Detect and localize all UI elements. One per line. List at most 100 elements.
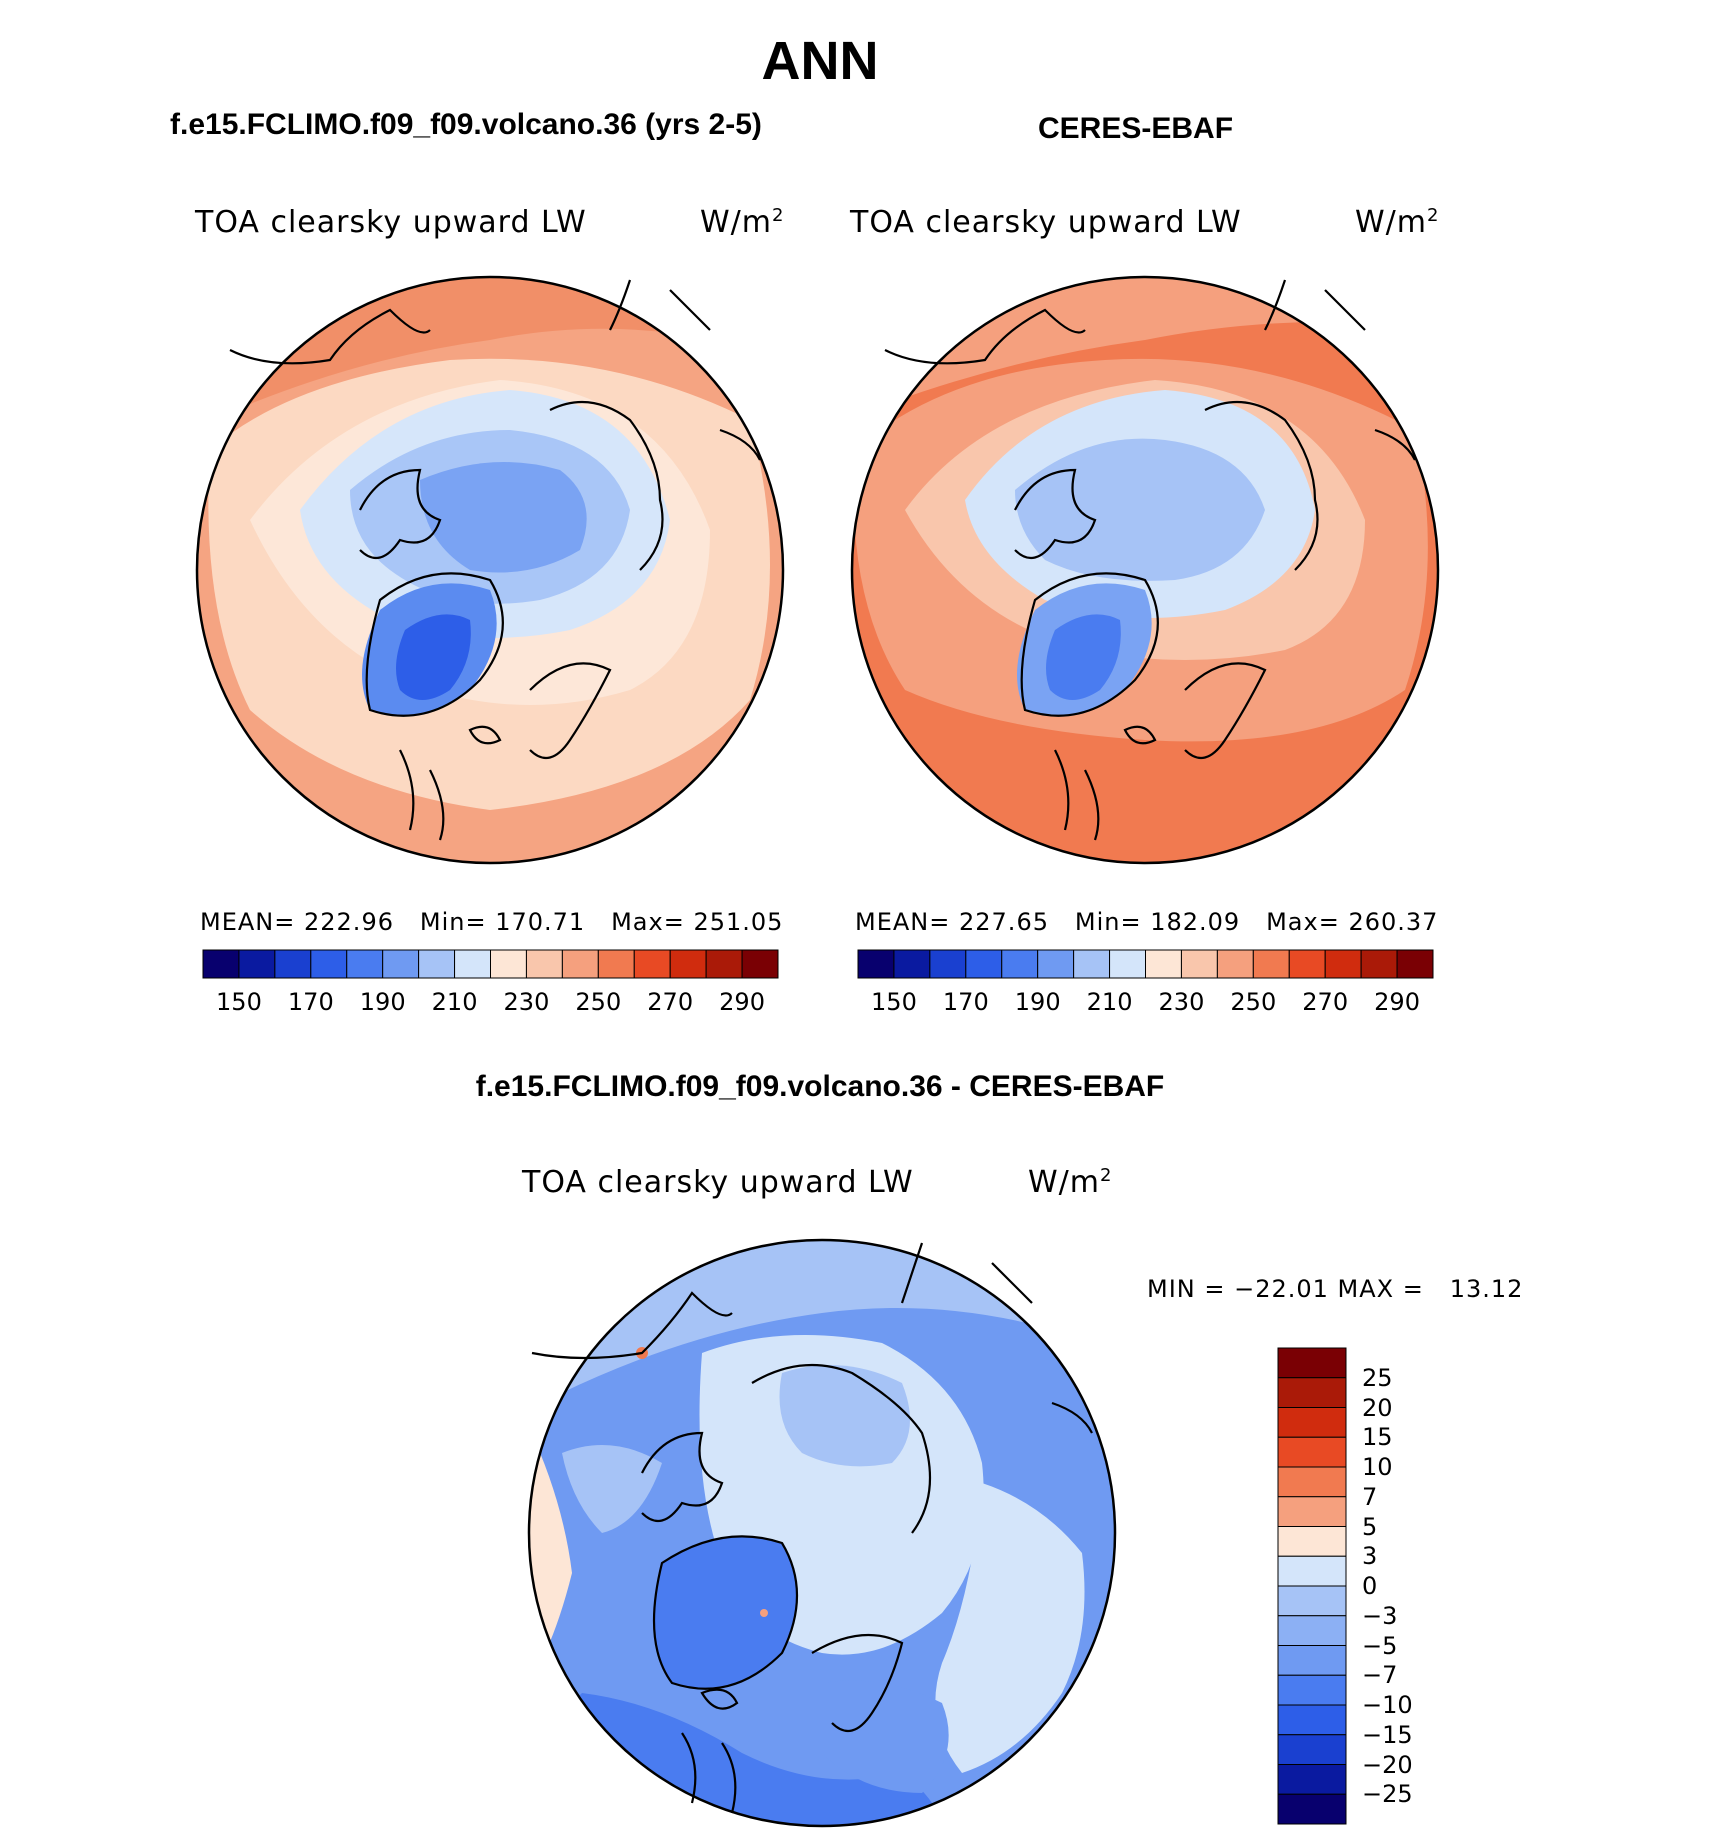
diff-variable: TOA clearsky upward LW — [522, 1165, 914, 1200]
panel2-max-label: Max= — [1266, 908, 1340, 936]
panel1-colorbar-swatch — [310, 949, 348, 979]
diff-colorbar-tick-label: −7 — [1362, 1661, 1398, 1690]
panel2-colorbar-swatch — [1073, 949, 1111, 979]
diff-colorbar-swatch — [1277, 1585, 1347, 1617]
panel2-colorbar-swatch — [893, 949, 931, 979]
diff-colorbar-tick-label: 25 — [1362, 1363, 1393, 1392]
panel2-colorbar-swatch — [965, 949, 1003, 979]
panel2-units-sup: 2 — [1427, 205, 1440, 226]
panel2-min-label: Min= — [1074, 908, 1142, 936]
diff-colorbar-swatch — [1277, 1704, 1347, 1736]
diff-colorbar-swatch — [1277, 1645, 1347, 1676]
panel1-min-label: Min= — [419, 908, 487, 936]
panel1-min-value: 170.71 — [495, 908, 586, 936]
diff-colorbar-tick-label: 7 — [1362, 1482, 1378, 1511]
panel1-mean-label: MEAN= — [200, 908, 296, 936]
diff-colorbar-tick-label: 15 — [1362, 1423, 1393, 1452]
panel1-colorbar-swatch — [418, 949, 456, 979]
panel1-colorbar-swatch — [274, 949, 312, 979]
panel1-colorbar-tick-label: 210 — [431, 988, 478, 1016]
panel2-colorbar-tick-label: 190 — [1014, 988, 1061, 1016]
panel1-colorbar-ticks: 150 170 190 210 230 250 270 290 — [203, 988, 778, 1018]
panel1-map — [195, 275, 785, 865]
panel1-units: W/m2 — [700, 205, 784, 240]
panel1-colorbar-tick-label: 270 — [647, 988, 694, 1016]
panel2-units-text: W/m — [1355, 205, 1427, 240]
diff-colorbar-swatch — [1277, 1347, 1347, 1379]
panel1-colorbar-tick-label: 170 — [287, 988, 334, 1016]
diff-colorbar-swatch — [1277, 1526, 1347, 1557]
diff-colorbar-swatch — [1277, 1436, 1347, 1468]
panel1-colorbar-tick-label: 290 — [719, 988, 765, 1016]
panel2-colorbar-swatch — [1037, 949, 1075, 979]
diff-colorbar-swatch — [1277, 1407, 1347, 1438]
panel2-min-value: 182.09 — [1150, 908, 1241, 936]
panel2-mean-label: MEAN= — [855, 908, 951, 936]
panel1-colorbar-swatch — [202, 949, 240, 979]
diff-colorbar-swatch — [1277, 1793, 1347, 1825]
diff-colorbar-tick-label: −3 — [1362, 1601, 1398, 1630]
panel1-colorbar — [202, 949, 779, 979]
panel1-colorbar-swatch — [382, 949, 420, 979]
panel2-colorbar-tick-label: 270 — [1302, 988, 1349, 1016]
panel2-colorbar-swatch — [1216, 949, 1254, 979]
panel1-colorbar-swatch — [525, 949, 563, 979]
panel2-colorbar-tick-label: 170 — [942, 988, 989, 1016]
diff-colorbar-swatch — [1277, 1734, 1347, 1765]
diff-colorbar-swatch — [1277, 1764, 1347, 1795]
panel1-colorbar-swatch — [238, 949, 276, 979]
diff-colorbar-tick-label: 20 — [1362, 1393, 1393, 1422]
panel2-colorbar-swatch — [1145, 949, 1182, 979]
diff-colorbar-tick-label: 5 — [1362, 1512, 1378, 1541]
diff-units: W/m2 — [1028, 1165, 1112, 1200]
diff-colorbar-tick-label: −5 — [1362, 1631, 1398, 1660]
panel2-colorbar-swatch — [929, 949, 967, 979]
panel1-units-sup: 2 — [772, 205, 785, 226]
panel2-colorbar-tick-label: 150 — [871, 988, 917, 1016]
panel1-units-text: W/m — [700, 205, 772, 240]
panel1-max-label: Max= — [611, 908, 685, 936]
diff-colorbar-swatch — [1277, 1674, 1347, 1706]
panel1-colorbar-swatch — [741, 949, 779, 979]
panel2-colorbar-ticks: 150 170 190 210 230 250 270 290 — [858, 988, 1433, 1018]
panel2-colorbar-swatch — [857, 949, 895, 979]
diff-colorbar-swatch — [1277, 1466, 1347, 1498]
diff-units-sup: 2 — [1100, 1165, 1113, 1186]
diff-colorbar-swatch — [1277, 1377, 1347, 1408]
panel2-colorbar — [857, 949, 1434, 979]
panel2-colorbar-swatch — [1360, 949, 1398, 979]
panel2-map — [850, 275, 1440, 865]
panel2-case-title: CERES-EBAF — [1038, 112, 1234, 145]
panel2-variable: TOA clearsky upward LW — [850, 205, 1242, 240]
diff-colorbar-swatch — [1277, 1496, 1347, 1527]
diff-colorbar-tick-label: 0 — [1362, 1572, 1378, 1600]
panel2-max-value: 260.37 — [1348, 908, 1439, 936]
diff-colorbar-tick-label: −20 — [1362, 1750, 1413, 1779]
panel2-colorbar-swatch — [1180, 949, 1218, 979]
diff-colorbar — [1277, 1347, 1347, 1825]
panel2-colorbar-tick-label: 290 — [1374, 988, 1420, 1016]
panel1-stats: MEAN= 222.96 Min= 170.71 Max= 251.05 — [200, 908, 783, 936]
panel1-colorbar-swatch — [490, 949, 527, 979]
diff-title: f.e15.FCLIMO.f09_f09.volcano.36 - CERES-… — [475, 1070, 1165, 1103]
panel1-colorbar-swatch — [561, 949, 599, 979]
panel2-colorbar-swatch — [1288, 949, 1326, 979]
diff-colorbar-swatch — [1277, 1615, 1347, 1646]
figure-title: ANN — [761, 31, 879, 91]
panel1-colorbar-tick-label: 230 — [503, 988, 550, 1016]
diff-colorbar-tick-label: 10 — [1362, 1453, 1393, 1481]
panel1-mean-value: 222.96 — [304, 908, 394, 936]
diff-units-text: W/m — [1028, 1165, 1100, 1200]
panel2-units: W/m2 — [1355, 205, 1439, 240]
panel1-colorbar-swatch — [633, 949, 671, 979]
panel2-colorbar-swatch — [1252, 949, 1290, 979]
panel1-colorbar-swatch — [346, 949, 384, 979]
panel1-colorbar-tick-label: 250 — [575, 988, 622, 1016]
panel1-colorbar-swatch — [597, 949, 635, 979]
panel1-colorbar-swatch — [669, 949, 707, 979]
panel2-colorbar-tick-label: 230 — [1158, 988, 1205, 1016]
panel2-colorbar-swatch — [1324, 949, 1362, 979]
diff-colorbar-tick-label: 3 — [1362, 1542, 1378, 1571]
panel1-colorbar-swatch — [454, 949, 491, 979]
panel1-variable: TOA clearsky upward LW — [195, 205, 587, 240]
